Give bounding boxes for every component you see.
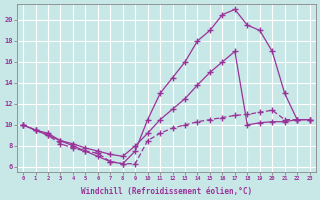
X-axis label: Windchill (Refroidissement éolien,°C): Windchill (Refroidissement éolien,°C) bbox=[81, 187, 252, 196]
